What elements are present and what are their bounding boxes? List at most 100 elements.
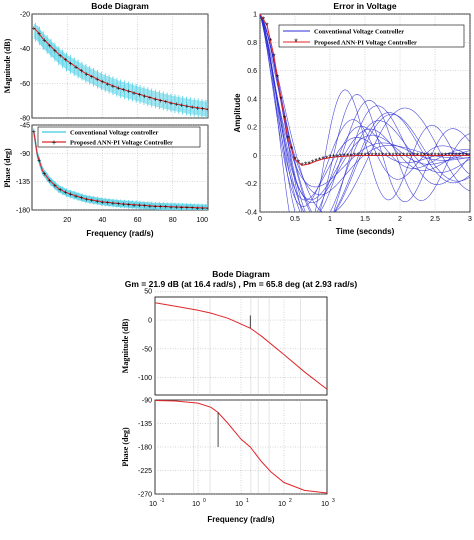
chart1-mag-proposed-marker: +	[190, 105, 194, 112]
chart1-magnitude-ylabel: Magnitude (dB)	[3, 38, 12, 93]
chart2-proposed-marker: *	[325, 154, 328, 163]
chart3-mag-y-tick-label: -100	[138, 375, 152, 382]
chart2-y-tick-label: -0.2	[245, 181, 257, 188]
chart1-legend-proposed-marker: +	[52, 138, 57, 147]
chart2-proposed-marker: *	[283, 115, 286, 124]
chart1-phase-ylabel: Phase (deg)	[3, 148, 12, 188]
chart-bode-comparison: Bode Diagram -20 -40 -60 -80 -45 -90 -135 -180…	[3, 1, 210, 238]
chart3-x-ticks: 10 -1 10 0 10 1 10 2 10 3	[149, 498, 335, 508]
chart1-x-tick-label: 100	[196, 217, 208, 224]
chart3-x-tick-exponent: 3	[332, 498, 335, 504]
chart1-mag-proposed-marker: +	[32, 25, 36, 32]
chart1-phase-proposed-marker: +	[63, 190, 67, 197]
chart3-subtitle: Gm = 21.9 dB (at 16.4 rad/s) , Pm = 65.8…	[125, 279, 358, 289]
chart1-phase-proposed-marker: +	[48, 178, 52, 185]
chart2-proposed-marker: *	[269, 37, 272, 46]
chart1-phase-proposed-marker: +	[85, 197, 89, 204]
chart1-mag-proposed-marker: +	[53, 48, 57, 55]
chart1-mag-proposed-marker: +	[127, 89, 131, 96]
chart2-proposed-marker: *	[426, 151, 429, 160]
chart1-phase-proposed-marker: +	[153, 204, 157, 211]
chart2-proposed-marker: *	[402, 151, 405, 160]
chart2-y-tick-label: 0	[253, 153, 257, 160]
chart2-proposed-marker: *	[405, 151, 408, 160]
chart1-phase-proposed-marker: +	[53, 183, 57, 190]
chart1-magnitude-series: ++++++++++ + + + + + + + + + + + + + + + + + + + + + + + +	[32, 22, 210, 118]
chart1-grid	[32, 13, 209, 211]
chart2-conventional-line	[260, 14, 470, 212]
chart3-phase-y-tick-label: -225	[138, 468, 152, 475]
chart2-x-tick-label: 1.5	[360, 216, 370, 223]
chart2-conventional-line	[260, 14, 470, 212]
chart2-proposed-marker: *	[447, 151, 450, 160]
chart3-x-tick-exponent: 2	[289, 498, 292, 504]
chart1-mag-proposed-line	[33, 27, 208, 110]
chart1-phase-proposed-marker: +	[190, 205, 194, 212]
chart1-legend-conventional: Conventional Voltage controller	[70, 130, 158, 137]
chart2-x-tick-label: 0	[258, 216, 262, 223]
chart2-proposed-marker: *	[398, 151, 401, 160]
chart3-x-tick-label: 10	[321, 501, 329, 508]
chart1-phase-proposed-marker: +	[74, 193, 78, 200]
chart2-proposed-marker: *	[444, 151, 447, 160]
chart1-phase-proposed-marker: +	[111, 201, 115, 208]
chart2-proposed-marker: *	[409, 151, 412, 160]
chart1-mag-proposed-marker: +	[137, 92, 141, 99]
chart2-proposed-marker: *	[370, 151, 373, 160]
chart1-phase-proposed-marker: +	[201, 206, 205, 213]
chart2-proposed-marker: *	[395, 151, 398, 160]
chart1-mag-proposed-marker: +	[111, 83, 115, 90]
chart1-phase-proposed-marker: +	[116, 201, 120, 208]
chart1-mag-proposed-marker: +	[185, 104, 189, 111]
chart1-mag-proposed-marker: +	[206, 107, 210, 114]
chart1-magnitude-y-ticks: -20 -40 -60 -80	[20, 12, 30, 123]
chart1-mag-proposed-marker: +	[201, 106, 205, 113]
chart1-mag-proposed-marker: +	[174, 102, 178, 109]
chart1-mag-proposed-marker: +	[48, 43, 52, 50]
chart2-proposed-marker: *	[440, 151, 443, 160]
chart1-phase-proposed-marker: +	[106, 200, 110, 207]
chart1-phase-proposed-marker: +	[90, 198, 94, 205]
chart2-proposed-marker: *	[465, 151, 468, 160]
chart2-x-tick-label: 1	[328, 216, 332, 223]
chart3-phase-y-ticks: -90 -135 -180 -225 -270	[138, 398, 152, 499]
chart3-magnitude-series	[155, 302, 327, 390]
chart1-legend: Conventional Voltage controller + Propos…	[37, 126, 201, 148]
chart2-proposed-marker: *	[321, 155, 324, 164]
chart1-phase-y-tick-label: -45	[20, 123, 30, 130]
chart3-mag-y-tick-label: 50	[144, 289, 152, 296]
chart1-mag-proposed-marker: +	[121, 87, 125, 94]
chart1-phase-y-ticks: -45 -90 -135 -180	[16, 123, 30, 215]
chart1-x-tick-label: 60	[134, 217, 142, 224]
chart3-phase-y-tick-label: -270	[138, 492, 152, 499]
chart2-conventional-line	[260, 14, 470, 212]
chart2-proposed-marker: *	[391, 151, 394, 160]
chart1-phase-proposed-marker: +	[158, 204, 162, 211]
chart2-proposed-marker: *	[367, 151, 370, 160]
chart2-proposed-marker: *	[258, 10, 261, 19]
chart2-conventional-line	[260, 14, 470, 203]
chart1-mag-y-tick-label: -40	[20, 46, 30, 53]
chart3-phase-line	[155, 400, 327, 494]
chart2-proposed-marker: *	[272, 52, 275, 61]
chart2-proposed-marker: *	[388, 151, 391, 160]
chart1-mag-proposed-marker: +	[58, 53, 62, 60]
chart2-proposed-marker: *	[342, 152, 345, 161]
chart2-proposed-marker: *	[356, 151, 359, 160]
chart2-proposed-marker: *	[360, 151, 363, 160]
chart1-phase-proposed-marker: +	[69, 192, 73, 199]
chart1-phase-series: ++++++ + + + + + + + + + + + + + + + + + + + + + + + + + + + +	[32, 128, 208, 213]
chart1-mag-proposed-marker: +	[132, 90, 136, 97]
chart2-proposed-marker: *	[279, 95, 282, 104]
chart2-proposed-marker: *	[437, 151, 440, 160]
chart1-phase-y-tick-label: -180	[16, 208, 30, 215]
chart2-proposed-marker: *	[262, 16, 265, 25]
chart2-proposed-marker: *	[461, 151, 464, 160]
chart2-legend: Conventional Voltage Controller * Propos…	[278, 24, 465, 48]
chart1-mag-proposed-marker: +	[148, 95, 152, 102]
chart1-phase-proposed-marker: +	[180, 205, 184, 212]
chart2-proposed-line	[260, 14, 470, 166]
chart3-x-tick-exponent: 1	[246, 498, 249, 504]
chart1-mag-proposed-marker: +	[69, 61, 73, 68]
chart1-xlabel: Frequency (rad/s)	[86, 229, 153, 238]
